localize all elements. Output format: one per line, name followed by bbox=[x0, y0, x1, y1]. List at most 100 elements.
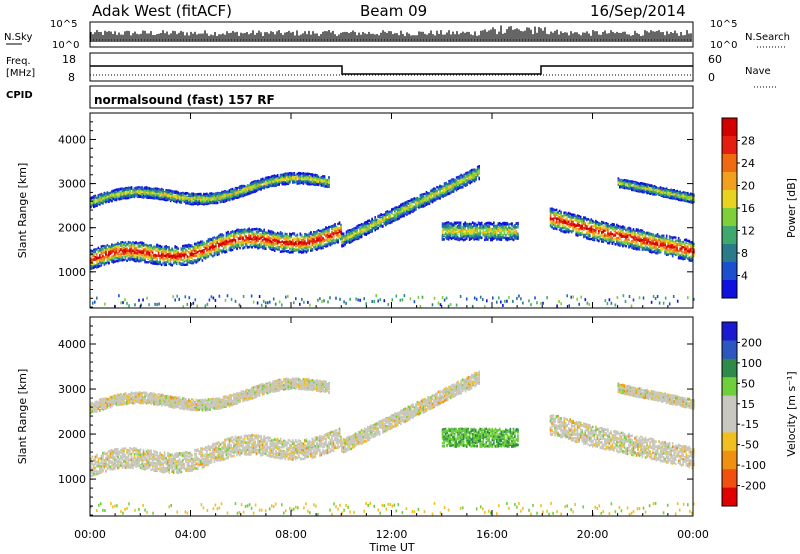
data-cell bbox=[93, 266, 95, 270]
data-cell bbox=[138, 253, 140, 256]
data-cell bbox=[135, 247, 137, 250]
data-cell bbox=[159, 258, 161, 262]
data-cell bbox=[117, 260, 119, 263]
data-cell bbox=[634, 232, 636, 235]
data-cell bbox=[564, 221, 567, 224]
data-cell bbox=[353, 229, 355, 232]
data-cell bbox=[463, 181, 465, 184]
data-cell bbox=[90, 263, 92, 266]
data-cell bbox=[236, 235, 238, 238]
data-cell bbox=[225, 231, 228, 235]
data-cell bbox=[383, 218, 386, 221]
data-cell bbox=[369, 230, 372, 233]
data-cell bbox=[623, 227, 626, 230]
data-cell bbox=[114, 253, 116, 256]
data-cell bbox=[628, 242, 630, 246]
data-cell bbox=[617, 224, 620, 228]
data-cell bbox=[266, 239, 268, 243]
data-cell bbox=[236, 228, 238, 232]
data-cell bbox=[424, 201, 426, 204]
data-cell bbox=[644, 248, 647, 251]
data-cell bbox=[389, 220, 392, 223]
data-cell bbox=[412, 209, 414, 213]
data-cell bbox=[310, 231, 312, 234]
data-cell bbox=[425, 198, 428, 201]
data-cell bbox=[374, 219, 376, 223]
data-cell bbox=[558, 217, 561, 220]
data-cell bbox=[279, 235, 282, 238]
data-cell bbox=[135, 241, 137, 244]
data-cell bbox=[557, 221, 559, 224]
data-cell bbox=[313, 232, 315, 235]
data-cell bbox=[422, 204, 425, 207]
data-cell bbox=[222, 239, 225, 242]
data-cell bbox=[172, 262, 175, 265]
noise-right-tick-bottom: 10^0 bbox=[710, 40, 737, 51]
data-cell bbox=[344, 239, 346, 242]
data-cell bbox=[186, 244, 189, 247]
data-cell bbox=[192, 246, 195, 250]
data-cell bbox=[292, 232, 294, 235]
data-cell bbox=[363, 228, 366, 231]
data-cell bbox=[221, 239, 223, 242]
data-cell bbox=[433, 193, 435, 197]
data-cell bbox=[151, 262, 154, 265]
data-cell bbox=[320, 241, 323, 245]
data-cell bbox=[210, 250, 213, 253]
data-cell bbox=[632, 231, 635, 234]
data-cell bbox=[446, 185, 449, 188]
data-cell bbox=[237, 232, 240, 235]
data-cell bbox=[561, 220, 564, 223]
data-cell bbox=[295, 249, 297, 252]
data-cell bbox=[105, 250, 107, 254]
data-cell bbox=[328, 227, 330, 230]
data-cell bbox=[252, 235, 255, 239]
data-cell bbox=[123, 250, 125, 254]
data-cell bbox=[400, 204, 402, 207]
data-cell bbox=[221, 249, 223, 253]
data-cell bbox=[299, 234, 302, 237]
data-cell bbox=[243, 241, 246, 245]
data-cell bbox=[145, 253, 148, 256]
data-cell bbox=[168, 262, 170, 266]
data-cell bbox=[234, 233, 237, 236]
data-cell bbox=[254, 243, 256, 246]
data-cell bbox=[403, 206, 405, 210]
data-cell bbox=[129, 241, 131, 244]
data-cell bbox=[257, 239, 259, 243]
data-cell bbox=[366, 223, 369, 226]
data-cell bbox=[430, 189, 432, 192]
data-cell bbox=[449, 182, 452, 186]
data-cell bbox=[566, 223, 568, 226]
data-cell bbox=[301, 241, 303, 244]
data-cell bbox=[213, 253, 216, 257]
data-cell bbox=[425, 191, 428, 194]
data-cell bbox=[163, 247, 166, 250]
data-cell bbox=[255, 236, 258, 240]
data-cell bbox=[419, 202, 422, 206]
data-cell bbox=[552, 213, 555, 217]
data-cell bbox=[319, 237, 321, 241]
data-cell bbox=[368, 225, 370, 229]
data-cell bbox=[611, 227, 614, 230]
data-cell bbox=[449, 190, 452, 193]
data-cell bbox=[210, 246, 213, 249]
data-cell bbox=[117, 245, 119, 249]
data-cell bbox=[470, 169, 473, 172]
data-cell bbox=[246, 238, 249, 241]
data-cell bbox=[334, 232, 336, 235]
data-cell bbox=[109, 256, 112, 259]
data-cell bbox=[451, 190, 453, 194]
data-cell bbox=[409, 211, 411, 214]
data-cell bbox=[334, 227, 336, 230]
data-cell bbox=[552, 223, 555, 227]
data-cell bbox=[451, 185, 453, 188]
data-cell bbox=[353, 238, 355, 241]
data-cell bbox=[197, 256, 199, 259]
data-cell bbox=[260, 233, 262, 236]
data-cell bbox=[659, 240, 662, 244]
data-cell bbox=[601, 222, 603, 225]
data-cell bbox=[151, 259, 154, 263]
data-cell bbox=[375, 218, 378, 221]
